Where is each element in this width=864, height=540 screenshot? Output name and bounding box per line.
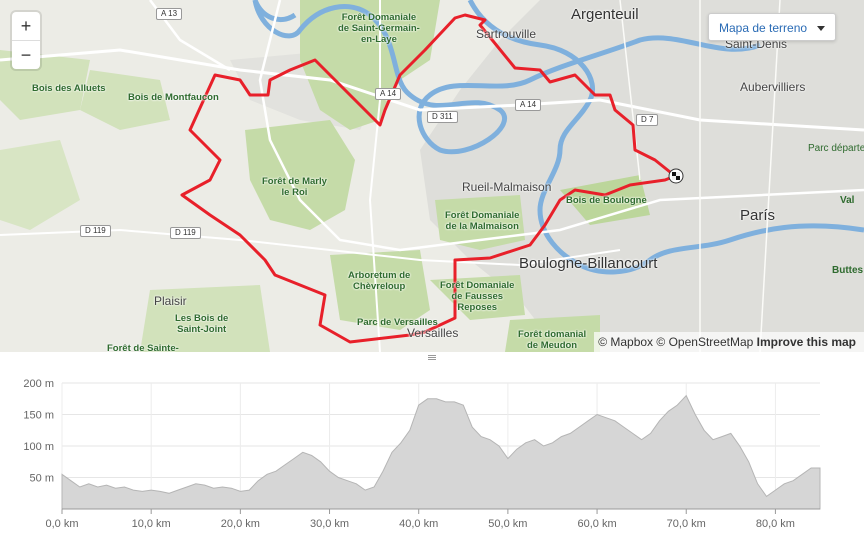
road-secondary [0,0,621,352]
y-tick-label: 200 m [23,378,54,390]
y-tick-label: 50 m [30,473,54,485]
route-line[interactable] [180,13,676,344]
shield-a14-east: A 14 [515,99,542,111]
x-tick-label: 20,0 km [221,518,260,530]
zoom-in-button[interactable]: + [20,16,32,36]
road-a14 [0,48,864,132]
shield-d119-east: D 119 [170,227,201,239]
river-seine [252,0,864,275]
x-tick-label: 80,0 km [756,518,795,530]
forest-saint-joint [140,285,270,352]
map-attribution: © Mapbox © OpenStreetMap Improve this ma… [594,332,864,352]
x-axis-labels: 0,0 km 10,0 km 20,0 km 30,0 km 40,0 km 50,0 k… [45,518,794,530]
x-tick-label: 50,0 km [488,518,527,530]
y-tick-label: 150 m [23,410,54,422]
x-tick-label: 0,0 km [45,518,78,530]
forest-meudon [505,315,600,352]
resize-handle-icon[interactable] [428,355,436,360]
chevron-down-icon [817,26,825,31]
improve-map-link[interactable]: Improve this map [756,335,856,349]
forest-saint-germain [300,0,440,130]
forest-montfaucon [80,70,170,130]
y-tick-label: 100 m [23,441,54,453]
shield-d311: D 311 [427,111,458,123]
finish-flag-icon[interactable] [668,168,684,184]
attribution-osm-link[interactable]: © OpenStreetMap [656,335,754,349]
x-tick-label: 10,0 km [132,518,171,530]
river-bend [252,0,297,22]
x-tick-label: 40,0 km [399,518,438,530]
elevation-area [61,394,821,510]
map-style-label: Mapa de terreno [719,21,808,35]
zoom-control: + − [12,12,40,69]
shield-a13: A 13 [156,8,183,20]
x-tick-label: 30,0 km [310,518,349,530]
forest-versailles [330,250,430,330]
forest-malmaison [435,195,525,250]
shield-d7: D 7 [636,114,659,126]
shield-d119-west: D 119 [80,225,111,237]
forest-southwest [0,140,80,230]
x-tick-label: 60,0 km [577,518,616,530]
x-tick-label: 70,0 km [667,518,706,530]
attribution-mapbox-link[interactable]: © Mapbox [598,335,654,349]
map-canvas[interactable] [0,0,864,352]
map-style-dropdown[interactable]: Mapa de terreno [708,13,836,41]
zoom-out-button[interactable]: − [12,40,40,69]
shield-a14-west: A 14 [375,88,402,100]
route-map[interactable]: Argenteuil Saint-Denis Sartrouville Aube… [0,0,864,352]
y-axis-labels: 50 m 100 m 150 m 200 m [23,378,54,485]
elevation-profile-chart[interactable]: 50 m 100 m 150 m 200 m 0,0 km 10,0 km 20,0 km… [0,363,864,540]
